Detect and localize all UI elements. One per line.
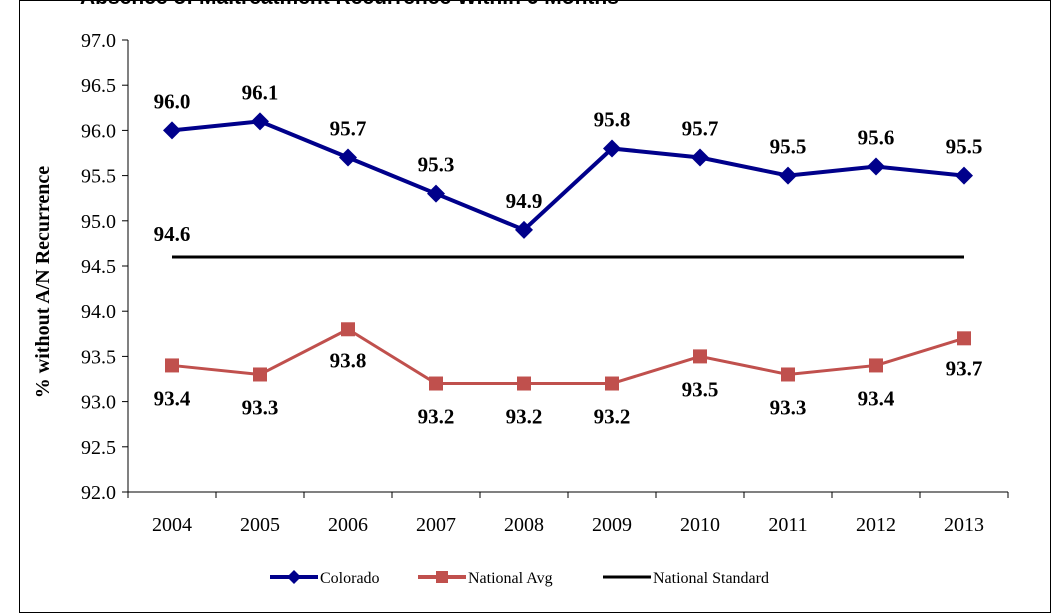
national-avg-point	[517, 376, 531, 391]
y-tick-label: 96.5	[81, 75, 116, 97]
data-label-colorado: 94.9	[506, 189, 543, 213]
data-label-colorado: 95.5	[770, 135, 807, 159]
data-label-national-avg: 93.4	[858, 386, 895, 410]
legend-marker-diamond	[287, 570, 301, 584]
national-avg-point	[693, 349, 707, 364]
data-label-colorado: 95.3	[418, 153, 455, 177]
data-label-national-avg: 93.7	[946, 356, 983, 380]
y-tick-label: 97.0	[81, 30, 116, 52]
x-tick-label: 2004	[152, 514, 192, 536]
x-tick-label: 2010	[680, 514, 720, 536]
y-tick-label: 95.0	[81, 211, 116, 233]
legend-marker-square	[436, 571, 448, 583]
x-tick-label: 2011	[768, 514, 807, 536]
colorado-point	[603, 139, 621, 158]
axes: 92.0 92.5 93.0 93.5 94.0 94.5 95.0 95.5 96.0 96.5…	[32, 30, 1009, 536]
national-avg-point	[605, 376, 619, 391]
y-tick-label: 95.5	[81, 166, 116, 188]
legend: Colorado National Avg National Standard	[270, 570, 769, 587]
data-labels: 94.6 93.4 93.3 93.8 93.2 93.2 93.2 93.5 93.3 93.4…	[154, 80, 983, 428]
data-label-national-avg: 93.2	[418, 405, 455, 429]
national-avg-point	[781, 367, 795, 382]
national-avg-point	[957, 331, 971, 346]
series-colorado-line	[171, 119, 965, 233]
colorado-point	[163, 121, 181, 140]
data-label-colorado: 95.5	[946, 135, 983, 159]
series-national-avg-line	[171, 327, 965, 386]
national-avg-point	[165, 358, 179, 373]
x-tick-label: 2013	[944, 514, 984, 536]
y-tick-label: 96.0	[81, 120, 116, 142]
series-layer	[163, 112, 973, 391]
legend-label: National Standard	[653, 570, 769, 587]
y-tick-label: 94.5	[81, 256, 116, 278]
data-label-national-standard: 94.6	[154, 222, 191, 246]
data-label-colorado: 95.6	[858, 126, 895, 150]
national-avg-point	[253, 367, 267, 382]
data-label-national-avg: 93.2	[506, 405, 543, 429]
legend-national-avg: National Avg	[418, 570, 553, 587]
data-label-colorado: 96.1	[242, 80, 279, 104]
data-label-national-avg: 93.2	[594, 405, 631, 429]
y-axis-label: % without A/N Recurrence	[32, 166, 54, 398]
legend-colorado: Colorado	[270, 570, 380, 587]
colorado-point	[251, 112, 269, 131]
data-label-national-avg: 93.8	[330, 348, 367, 372]
national-avg-point	[341, 322, 355, 337]
data-label-colorado: 96.0	[154, 89, 191, 113]
colorado-point	[691, 148, 709, 167]
x-tick-label: 2007	[416, 514, 456, 536]
x-tick-label: 2005	[240, 514, 280, 536]
colorado-point	[779, 166, 797, 185]
data-label-national-avg: 93.4	[154, 386, 191, 410]
x-tick-label: 2008	[504, 514, 544, 536]
national-avg-point	[429, 376, 443, 391]
data-label-national-avg: 93.3	[770, 395, 807, 419]
y-tick-label: 94.0	[81, 301, 116, 323]
data-label-colorado: 95.7	[682, 117, 719, 141]
colorado-point	[515, 220, 533, 239]
data-label-national-avg: 93.3	[242, 395, 279, 419]
national-avg-point	[869, 358, 883, 373]
x-tick-label: 2012	[856, 514, 896, 536]
data-label-colorado: 95.7	[330, 117, 367, 141]
y-tick-label: 92.0	[81, 482, 116, 504]
y-tick-label: 93.0	[81, 392, 116, 414]
y-tick-label: 92.5	[81, 437, 116, 459]
colorado-point	[955, 166, 973, 185]
legend-label: National Avg	[468, 570, 553, 587]
legend-label: Colorado	[320, 570, 380, 587]
colorado-point	[339, 148, 357, 167]
colorado-point	[867, 157, 885, 176]
chart-frame	[19, 0, 1051, 613]
colorado-point	[427, 184, 445, 203]
data-label-national-avg: 93.5	[682, 377, 719, 401]
y-tick-label: 93.5	[81, 346, 116, 368]
chart-title: Absence of Maltreatment Recurrence Withi…	[80, 0, 619, 10]
legend-national-standard: National Standard	[603, 570, 769, 587]
data-label-colorado: 95.8	[594, 107, 631, 131]
x-tick-label: 2009	[592, 514, 632, 536]
x-tick-label: 2006	[328, 514, 368, 536]
